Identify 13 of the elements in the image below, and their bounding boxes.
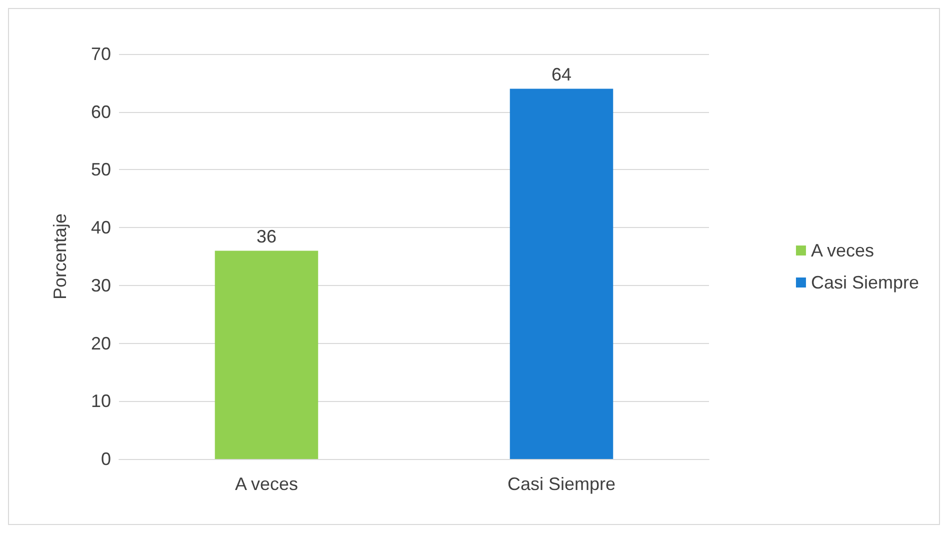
y-tick-label: 60 <box>90 102 111 122</box>
y-axis-title: Porcentaje <box>50 213 70 300</box>
legend-label: A veces <box>810 240 874 260</box>
y-tick-label: 40 <box>90 218 111 238</box>
legend-label: Casi Siempre <box>810 272 920 292</box>
data-label: 36 <box>256 226 277 247</box>
y-tick-label: 20 <box>90 333 111 354</box>
data-label: 64 <box>551 64 572 85</box>
y-tick-label: 0 <box>100 449 111 469</box>
y-tick-label: 30 <box>90 275 111 296</box>
y-tick-label: 50 <box>90 160 111 180</box>
y-tick-label: 10 <box>90 391 111 412</box>
y-tick-label: 70 <box>90 44 111 64</box>
